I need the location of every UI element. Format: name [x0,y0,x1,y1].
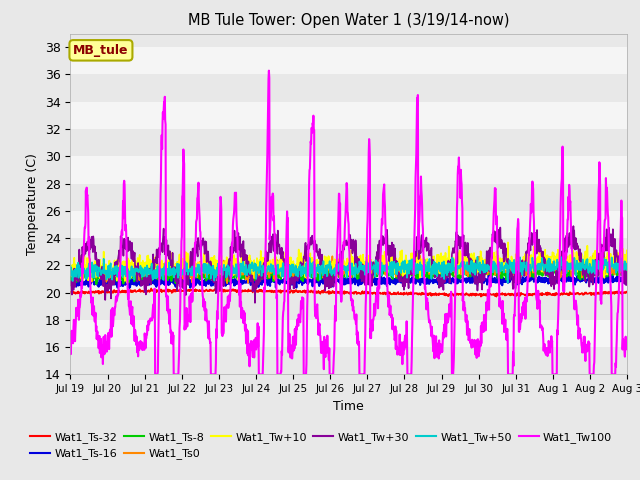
Bar [70,347,627,374]
Bar [70,74,627,102]
Bar [70,102,627,129]
Bar [70,211,627,238]
Bar [70,265,627,293]
Bar [70,238,627,265]
Legend: Wat1_Ts-32, Wat1_Ts-16, Wat1_Ts-8, Wat1_Ts0, Wat1_Tw+10, Wat1_Tw+30, Wat1_Tw+50,: Wat1_Ts-32, Wat1_Ts-16, Wat1_Ts-8, Wat1_… [26,428,616,464]
Bar [70,183,627,211]
Y-axis label: Temperature (C): Temperature (C) [26,153,39,255]
Bar [70,156,627,183]
Bar [70,47,627,74]
X-axis label: Time: Time [333,400,364,413]
Bar [70,293,627,320]
Bar [70,129,627,156]
Title: MB Tule Tower: Open Water 1 (3/19/14-now): MB Tule Tower: Open Water 1 (3/19/14-now… [188,13,509,28]
Bar [70,320,627,347]
Text: MB_tule: MB_tule [73,44,129,57]
